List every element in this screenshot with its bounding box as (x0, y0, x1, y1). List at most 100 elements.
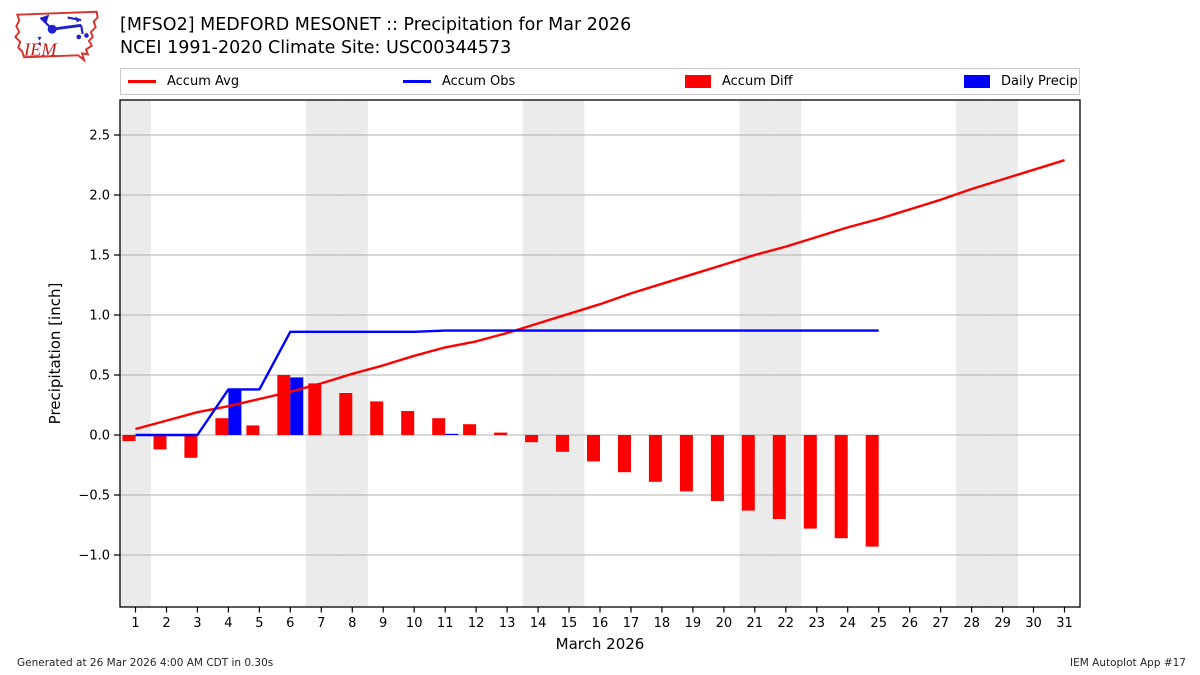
weekend-band (987, 100, 1019, 607)
y-tick-label: 0.5 (89, 369, 110, 384)
legend-item-accum-obs: Accum Obs (403, 69, 515, 94)
accum-diff-bar (803, 435, 817, 529)
accum-diff-bar (308, 383, 322, 435)
weekend-band (305, 100, 337, 607)
weekend-band (120, 100, 151, 607)
legend-item-accum-avg: Accum Avg (128, 69, 239, 94)
accum-diff-bar (556, 435, 569, 452)
iem-logo: IEM (14, 10, 99, 63)
accum-diff-bar (246, 425, 260, 435)
chart-title: [MFSO2] MEDFORD MESONET :: Precipitation… (120, 15, 632, 35)
x-tick-label: 6 (286, 616, 294, 631)
x-tick-label: 4 (224, 616, 232, 631)
x-tick-label: 12 (468, 616, 485, 631)
x-tick-label: 16 (592, 616, 609, 631)
x-tick-label: 3 (193, 616, 201, 631)
legend-label: Accum Avg (167, 74, 240, 89)
weekend-band (956, 100, 988, 607)
accum-diff-bar (401, 411, 415, 435)
accum-diff-bar (525, 435, 539, 443)
legend-label: Daily Precip (1001, 74, 1078, 89)
legend: Accum Avg Accum Obs Accum Diff Daily Pre… (120, 68, 1080, 95)
accum-diff-bar (679, 435, 693, 492)
y-tick-label: 1.0 (89, 309, 110, 324)
x-tick-label: 8 (348, 616, 356, 631)
y-axis-label: Precipitation [inch] (46, 283, 64, 425)
legend-item-daily-precip: Daily Precip (964, 69, 1078, 94)
plot-border (119, 99, 1081, 608)
x-tick-label: 19 (685, 616, 702, 631)
accum-diff-bar (710, 435, 724, 501)
x-tick-label: 9 (379, 616, 387, 631)
accum-obs-line-swatch (403, 80, 431, 83)
accum-diff-bar (122, 435, 136, 441)
x-tick-label: 31 (1056, 616, 1073, 631)
footer-generated-text: Generated at 26 Mar 2026 4:00 AM CDT in … (17, 657, 274, 669)
y-tick-label: 1.5 (89, 249, 110, 264)
x-tick-label: 27 (932, 616, 949, 631)
weekend-band (739, 100, 771, 607)
y-tick-label: −1.0 (78, 549, 110, 564)
y-tick-label: 0.0 (89, 429, 110, 444)
x-tick-label: 26 (901, 616, 918, 631)
daily-precip-bar (228, 389, 242, 435)
y-tick-label: 2.5 (89, 129, 110, 144)
accum-diff-bar (277, 375, 291, 435)
x-tick-label: 5 (255, 616, 263, 631)
x-axis-label: March 2026 (556, 635, 645, 653)
accum-diff-bar (339, 393, 353, 435)
iowa-outline (14, 10, 99, 63)
accum-diff-bar (618, 435, 631, 473)
accum-avg-line-swatch (128, 80, 156, 83)
weekend-band (336, 100, 368, 607)
x-tick-label: 18 (654, 616, 671, 631)
x-tick-label: 10 (406, 616, 423, 631)
accum-diff-bar (494, 432, 508, 435)
accum-diff-bar (153, 435, 167, 450)
x-tick-label: 25 (870, 616, 887, 631)
accum-diff-patch-swatch (685, 75, 711, 88)
weekend-band (770, 100, 802, 607)
x-tick-label: 22 (778, 616, 795, 631)
legend-label: Accum Obs (442, 74, 516, 89)
x-tick-label: 23 (809, 616, 826, 631)
accum-avg-line (135, 159, 1065, 431)
x-tick-label: 29 (994, 616, 1011, 631)
weekend-band (522, 100, 554, 607)
x-tick-label: 24 (839, 616, 856, 631)
accum-diff-bar (865, 435, 879, 547)
title-block: [MFSO2] MEDFORD MESONET :: Precipitation… (120, 14, 631, 59)
x-tick-label: 21 (747, 616, 764, 631)
footer-app-text: IEM Autoplot App #17 (1070, 657, 1186, 669)
accum-diff-bar (772, 435, 786, 519)
accum-diff-bar (587, 435, 600, 462)
x-tick-label: 1 (131, 616, 139, 631)
accum-diff-bar (741, 435, 755, 511)
accum-diff-bar (215, 418, 229, 435)
legend-item-accum-diff: Accum Diff (685, 69, 793, 94)
x-tick-label: 14 (530, 616, 547, 631)
accum-diff-bar (370, 401, 384, 435)
logo-text: IEM (23, 39, 58, 59)
accum-diff-bar (648, 435, 662, 482)
daily-precip-bar (445, 433, 459, 435)
accum-diff-bar (432, 418, 446, 435)
x-tick-label: 7 (317, 616, 325, 631)
x-tick-label: 20 (716, 616, 733, 631)
accum-obs-line (135, 329, 879, 437)
accum-diff-bar (184, 435, 198, 458)
legend-label: Accum Diff (722, 74, 793, 89)
weekend-band (553, 100, 585, 607)
weather-vane-icon (37, 14, 89, 46)
x-tick-label: 30 (1025, 616, 1042, 631)
chart-subtitle: NCEI 1991-2020 Climate Site: USC00344573 (120, 37, 512, 58)
x-tick-label: 15 (561, 616, 578, 631)
x-tick-label: 2 (162, 616, 170, 631)
x-tick-label: 28 (963, 616, 980, 631)
y-tick-label: −0.5 (78, 489, 110, 504)
y-tick-label: 2.0 (89, 189, 110, 204)
accum-diff-bar (834, 435, 848, 539)
x-tick-label: 17 (623, 616, 640, 631)
